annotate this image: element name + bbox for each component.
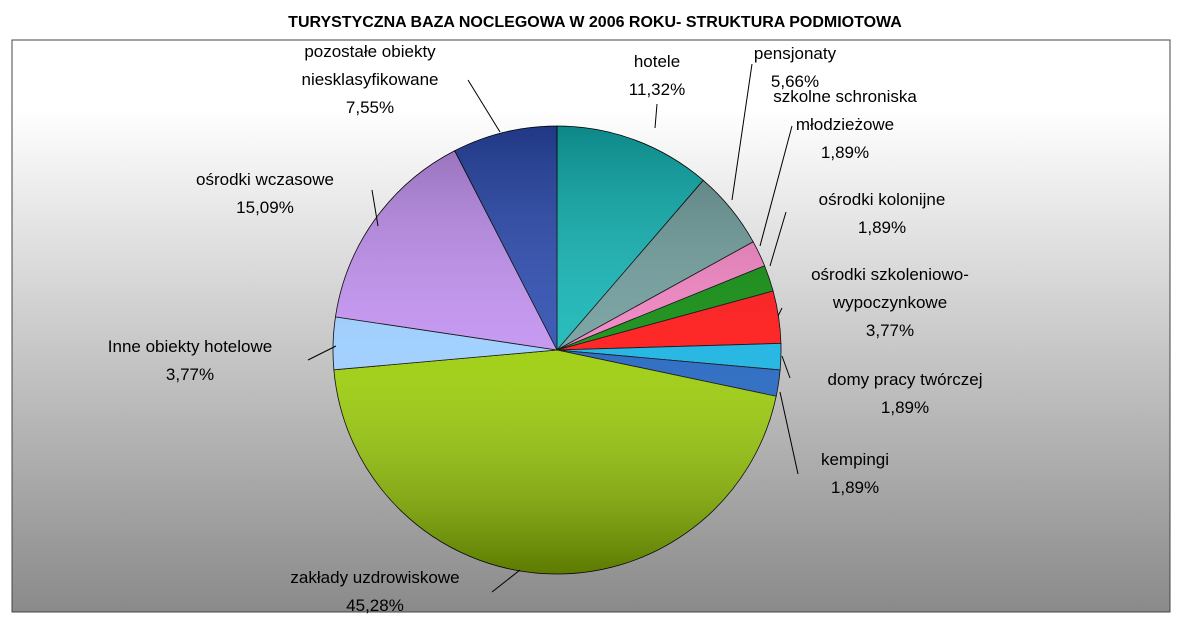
leader-line [777, 307, 783, 317]
value-label: 1,89% [820, 143, 870, 162]
value-label: 7,55% [345, 98, 395, 117]
leader-line [731, 63, 753, 201]
value-label: 1,89% [830, 478, 880, 497]
slice-label: pozostałe obiekty niesklasyfikowane 7,55% [270, 38, 470, 122]
slice-label: szkolne schroniska młodzieżowe 1,89% [745, 83, 945, 167]
slice-label: Inne obiekty hotelowe 3,77% [70, 333, 310, 389]
leader-line [307, 345, 337, 361]
value-label: 5,66% [770, 72, 820, 91]
category-label: domy pracy twórczej [827, 370, 983, 389]
slice-label: domy pracy twórczej 1,89% [795, 366, 1015, 422]
value-label: 1,89% [880, 398, 930, 417]
value-label: 11,32% [628, 80, 686, 99]
leader-line [491, 569, 521, 593]
value-label: 3,77% [165, 365, 215, 384]
leader-line [769, 211, 787, 267]
category-label: ośrodki szkoleniowo-wypoczynkowe [811, 265, 969, 312]
category-label: ośrodki wczasowe [196, 170, 334, 189]
value-label: 3,77% [865, 321, 915, 340]
category-label: zakłady uzdrowiskowe [290, 568, 460, 587]
category-label: szkolne schroniska młodzieżowe [773, 87, 917, 134]
leader-line [467, 79, 501, 133]
category-label: hotele [633, 52, 681, 71]
leader-line [759, 125, 793, 247]
leader-line [779, 391, 799, 475]
slice-label: ośrodki szkoleniowo-wypoczynkowe 3,77% [785, 261, 995, 345]
value-label: 1,89% [857, 218, 907, 237]
slice-label: ośrodki kolonijne 1,89% [782, 186, 982, 242]
category-label: pensjonaty [753, 44, 837, 63]
slice-label: zakłady uzdrowiskowe 45,28% [255, 564, 495, 619]
chart-title: TURYSTYCZNA BAZA NOCLEGOWA W 2006 ROKU- … [288, 14, 902, 31]
value-label: 15,09% [236, 198, 294, 217]
leader-line [371, 189, 379, 227]
slice-label: kempingi 1,89% [795, 446, 915, 502]
slice-label: ośrodki wczasowe 15,09% [155, 166, 375, 222]
category-label: Inne obiekty hotelowe [107, 337, 273, 356]
value-label: 45,28% [346, 596, 404, 615]
leader-line [654, 103, 658, 129]
slice-label: hotele 11,32% [597, 48, 717, 104]
slice-label: pensjonaty 5,66% [735, 40, 855, 96]
category-label: kempingi [820, 450, 890, 469]
category-label: pozostałe obiekty niesklasyfikowane [301, 42, 439, 89]
leader-line [781, 355, 791, 379]
category-label: ośrodki kolonijne [818, 190, 946, 209]
